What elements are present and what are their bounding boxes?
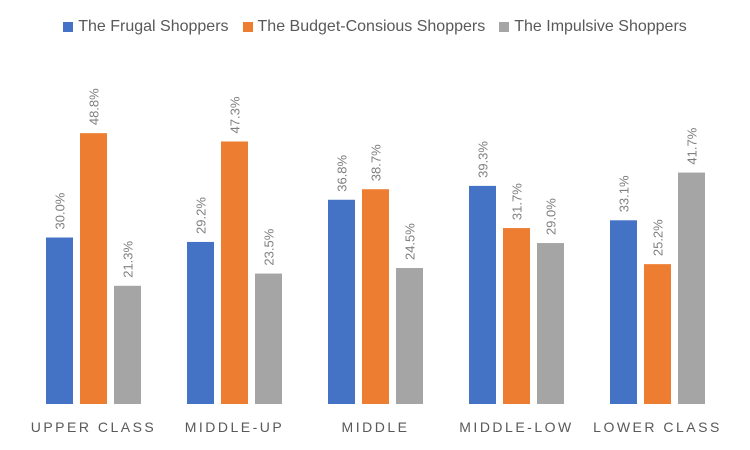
bar-impulsive-0[interactable]: [114, 285, 141, 404]
legend-label-frugal: The Frugal Shoppers: [78, 18, 229, 35]
data-label-impulsive-2: 24.5%: [403, 223, 418, 260]
legend: The Frugal Shoppers The Budget-Consious …: [0, 18, 750, 36]
category-label-0: UPPER CLASS: [31, 419, 157, 435]
data-label-budget-0: 48.8%: [87, 88, 102, 125]
bar-frugal-4[interactable]: [610, 220, 637, 404]
legend-item-frugal[interactable]: The Frugal Shoppers: [63, 18, 229, 36]
data-label-impulsive-1: 23.5%: [262, 228, 277, 265]
data-labels-group: 30.0% 48.8% 21.3% 29.2% 47.3% 23.5% 36.8% 38.7%…: [53, 88, 700, 278]
bar-impulsive-1[interactable]: [255, 273, 282, 404]
data-label-frugal-2: 36.8%: [335, 154, 350, 191]
data-label-budget-1: 47.3%: [228, 96, 243, 133]
bars-group: [46, 133, 705, 405]
bar-budget-4[interactable]: [644, 264, 671, 404]
bar-impulsive-3[interactable]: [537, 243, 564, 404]
legend-label-impulsive: The Impulsive Shoppers: [514, 18, 687, 35]
data-label-impulsive-3: 29.0%: [544, 198, 559, 235]
legend-item-budget[interactable]: The Budget-Consious Shoppers: [242, 18, 486, 36]
bar-budget-2[interactable]: [362, 189, 389, 404]
legend-swatch-frugal: [63, 22, 74, 32]
bar-frugal-0[interactable]: [46, 237, 73, 405]
legend-label-budget: The Budget-Consious Shoppers: [257, 18, 486, 35]
category-label-2: MIDDLE: [342, 419, 410, 435]
category-labels-group: UPPER CLASS MIDDLE-UP MIDDLE MIDDLE-LOW LOWE…: [31, 419, 722, 435]
data-label-budget-3: 31.7%: [510, 183, 525, 220]
data-label-frugal-3: 39.3%: [476, 141, 491, 178]
bar-impulsive-4[interactable]: [678, 172, 705, 404]
bar-frugal-2[interactable]: [328, 199, 355, 404]
data-label-impulsive-4: 41.7%: [685, 127, 700, 164]
legend-item-impulsive[interactable]: The Impulsive Shoppers: [499, 18, 687, 36]
bar-budget-3[interactable]: [503, 228, 530, 404]
data-label-budget-2: 38.7%: [369, 144, 384, 181]
bar-budget-0[interactable]: [80, 133, 107, 404]
bar-frugal-3[interactable]: [469, 185, 496, 404]
bar-budget-1[interactable]: [221, 141, 248, 405]
bar-impulsive-2[interactable]: [396, 268, 423, 404]
legend-swatch-budget: [242, 22, 253, 32]
category-label-4: LOWER CLASS: [593, 419, 722, 435]
data-label-budget-4: 25.2%: [651, 219, 666, 256]
data-label-frugal-1: 29.2%: [194, 197, 209, 234]
category-label-3: MIDDLE-LOW: [459, 419, 573, 435]
data-label-frugal-4: 33.1%: [617, 175, 632, 212]
bar-frugal-1[interactable]: [187, 241, 214, 404]
data-label-frugal-0: 30.0%: [53, 192, 68, 229]
category-label-1: MIDDLE-UP: [185, 419, 285, 435]
legend-swatch-impulsive: [499, 22, 510, 32]
data-label-impulsive-0: 21.3%: [121, 240, 136, 277]
